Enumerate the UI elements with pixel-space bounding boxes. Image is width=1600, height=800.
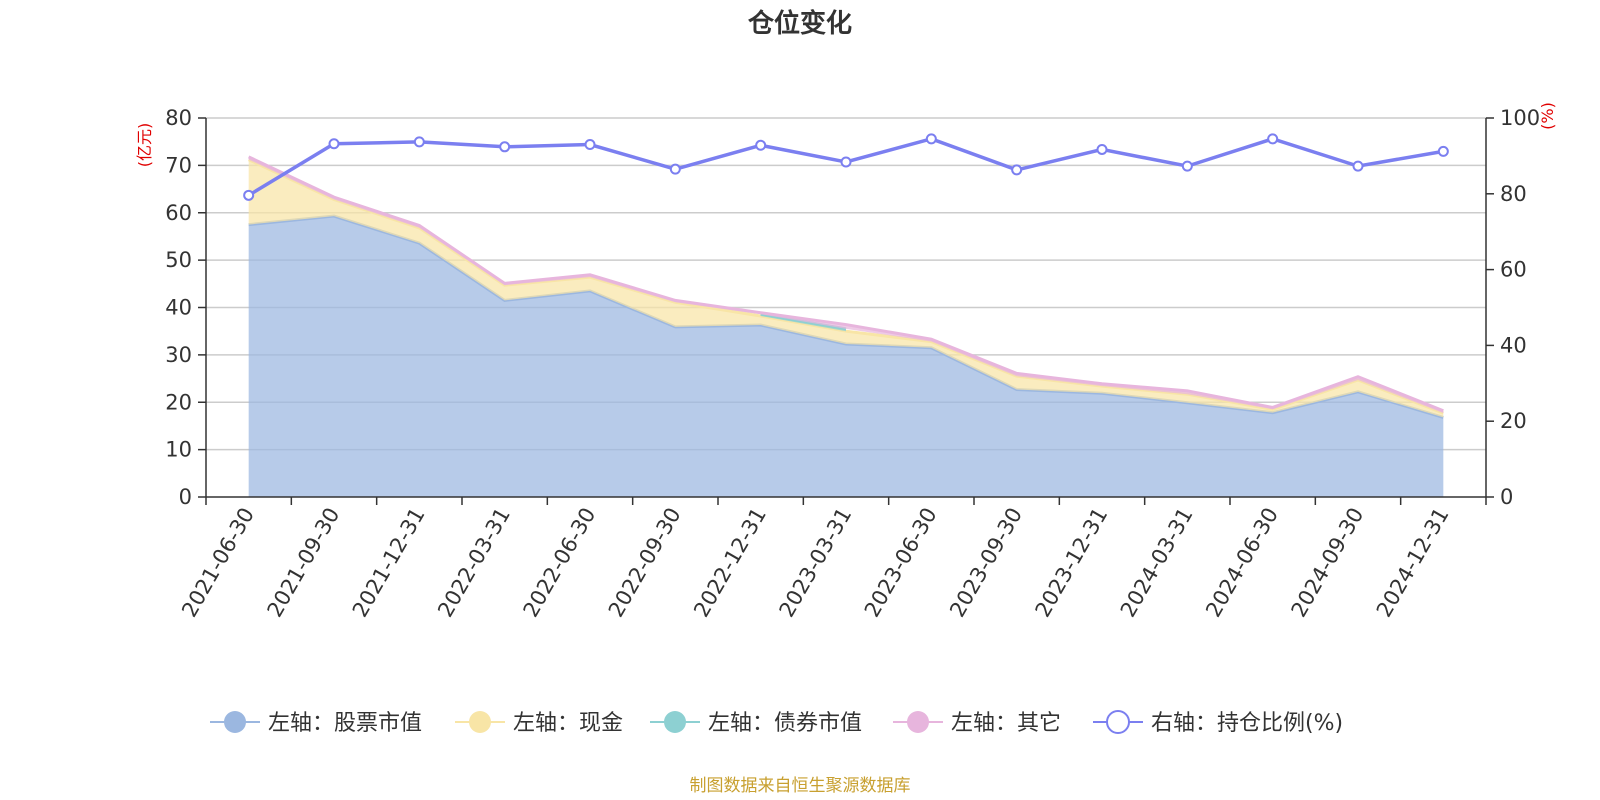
area-左轴：现金: [248, 159, 1444, 418]
ratio-point: [1181, 160, 1193, 172]
ratio-point: [1352, 160, 1364, 172]
ratio-point: [1011, 164, 1023, 176]
x-tick-label: 2024-12-31: [1372, 504, 1454, 622]
area-左轴：股票市值: [248, 216, 1444, 497]
x-tick-label: 2022-03-31: [433, 503, 515, 621]
legend-marker: [664, 711, 686, 733]
x-tick-label: 2022-09-30: [604, 504, 686, 622]
data-source-footer: 制图数据来自恒生聚源数据库: [690, 776, 911, 796]
left-tick-label: 60: [165, 201, 192, 225]
left-tick-label: 70: [165, 153, 192, 177]
ratio-point: [584, 139, 596, 151]
ratio-point: [755, 139, 767, 151]
holding-ratio-series: [243, 133, 1449, 201]
left-tick-label: 20: [165, 390, 192, 414]
x-tick-label: 2021-06-30: [177, 504, 259, 622]
area-edge-左轴：债券市值: [760, 312, 847, 331]
stacked-areas: [248, 155, 1444, 497]
left-tick-label: 80: [165, 106, 192, 130]
right-tick-label: 100: [1500, 106, 1540, 130]
right-tick-label: 20: [1500, 409, 1527, 433]
x-tick-label: 2024-09-30: [1287, 504, 1369, 622]
legend-label: 左轴：其它: [951, 711, 1061, 736]
left-tick-label: 10: [165, 438, 192, 462]
legend-marker: [469, 711, 491, 733]
x-tick-label: 2024-06-30: [1201, 504, 1283, 622]
x-tick-label: 2023-12-31: [1031, 504, 1113, 622]
right-tick-label: 40: [1500, 333, 1527, 357]
ratio-point: [413, 136, 425, 148]
right-tick-label: 80: [1500, 182, 1527, 206]
ratio-point: [1267, 133, 1279, 145]
left-tick-label: 50: [165, 248, 192, 272]
left-tick-label: 30: [165, 343, 192, 367]
x-tick-label: 2022-12-31: [689, 504, 771, 622]
ratio-point: [840, 156, 852, 168]
x-tick-label: 2024-03-31: [1116, 504, 1198, 622]
left-tick-label: 40: [165, 296, 192, 320]
area-edge-左轴：其它: [248, 155, 1444, 413]
chart-title: 仓位变化: [747, 8, 852, 39]
left-axis-unit: (亿元): [135, 123, 154, 168]
x-tick-label: 2022-06-30: [519, 504, 601, 622]
x-tick-label: 2021-12-31: [348, 504, 430, 622]
ratio-point: [328, 138, 340, 150]
legend-label: 左轴：股票市值: [268, 711, 422, 736]
legend-label: 右轴：持仓比例(%): [1151, 711, 1343, 736]
right-axis-unit: (%): [1538, 102, 1557, 130]
legend-marker: [224, 711, 246, 733]
legend-label: 左轴：现金: [513, 711, 623, 736]
legend-label: 左轴：债券市值: [708, 711, 862, 736]
legend: 左轴：股票市值 左轴：现金 左轴：债券市值 左轴：其它 右轴：持仓比例(%): [210, 710, 1343, 736]
x-tick-label: 2023-06-30: [860, 503, 942, 621]
ratio-point: [1096, 143, 1108, 155]
legend-marker: [907, 711, 929, 733]
right-tick-label: 60: [1500, 258, 1527, 282]
ratio-point: [669, 163, 681, 175]
ratio-point: [1437, 145, 1449, 157]
legend-marker: [1106, 710, 1130, 734]
right-tick-label: 0: [1500, 485, 1513, 509]
x-tick-label: 2023-09-30: [945, 504, 1027, 622]
ratio-point: [925, 133, 937, 145]
left-tick-label: 0: [179, 485, 192, 509]
ratio-point: [499, 141, 511, 153]
x-tick-label: 2021-09-30: [263, 504, 345, 622]
ratio-point: [243, 189, 255, 201]
x-tick-label: 2023-03-31: [775, 504, 857, 622]
